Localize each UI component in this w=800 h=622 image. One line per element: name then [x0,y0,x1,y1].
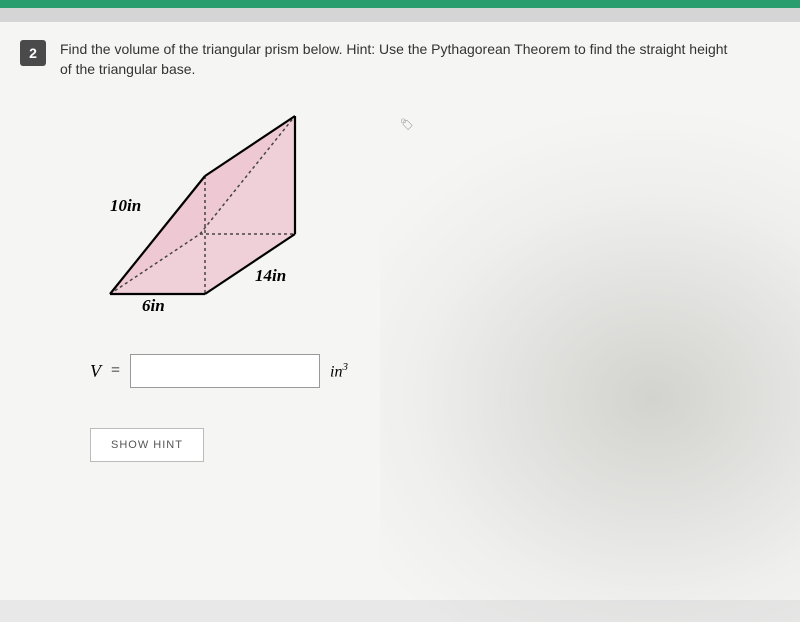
content-area: 2 Find the volume of the triangular pris… [0,22,800,600]
tag-icon: 🏷 [400,118,414,131]
label-length: 14in [255,266,286,286]
show-hint-button[interactable]: SHOW HINT [90,428,204,462]
answer-input[interactable] [130,354,320,388]
header-bar [0,0,800,8]
question-row: 2 Find the volume of the triangular pris… [20,40,740,79]
label-base: 6in [142,296,165,316]
answer-equals: = [111,362,120,380]
question-text: Find the volume of the triangular prism … [60,40,740,79]
header-gap [0,8,800,22]
answer-variable: V [90,361,101,382]
answer-unit: in3 [330,361,348,381]
label-hypotenuse: 10in [110,196,141,216]
prism-figure: 10in 6in 14in [90,104,370,314]
question-number-badge: 2 [20,40,46,66]
shadow-overlay [380,62,800,622]
answer-row: V = in3 [90,354,740,388]
